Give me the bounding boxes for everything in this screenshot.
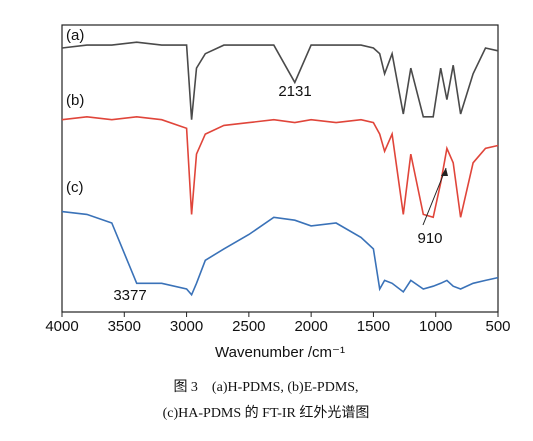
x-tick-label: 2000 [294, 318, 327, 335]
spectrum-line [61, 115, 499, 219]
plot-frame [61, 24, 499, 313]
series-label: (b) [66, 92, 84, 109]
x-tick-label: 1000 [419, 318, 452, 335]
series-label: (a) [66, 27, 84, 44]
spectrum-line [61, 41, 499, 120]
x-tick-label: 3500 [108, 318, 141, 335]
x-tick-label: 500 [485, 318, 510, 335]
x-tick-label: 4000 [45, 318, 78, 335]
annotation: 3377 [113, 287, 146, 304]
series-label: (c) [66, 179, 84, 196]
arrow-head [441, 168, 448, 176]
caption: (c)HA-PDMS 的 FT-IR 红外光谱图 [163, 405, 370, 421]
spectrum-line [61, 210, 499, 297]
annotation-arrow [422, 167, 447, 226]
x-tick-label: 2500 [232, 318, 265, 335]
x-tick-label: 1500 [357, 318, 390, 335]
annotation: 910 [417, 230, 442, 247]
caption: 图 3 (a)H-PDMS, (b)E-PDMS, [173, 380, 358, 395]
x-tick-label: 3000 [170, 318, 203, 335]
annotation: 2131 [278, 83, 311, 100]
x-axis-label: Wavenumber /cm⁻¹ [215, 344, 345, 361]
